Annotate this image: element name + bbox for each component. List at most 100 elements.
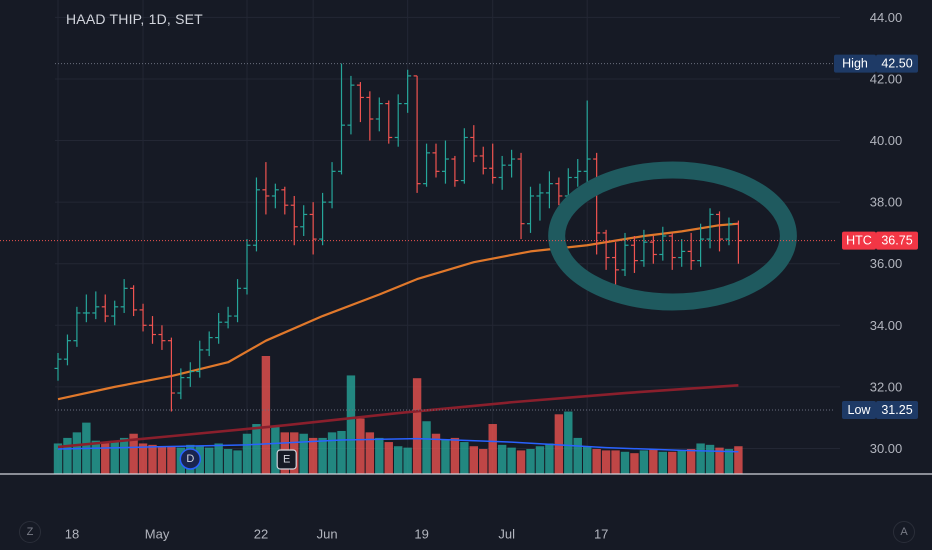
high-badge-value-bg [876,54,918,73]
volume-bar [214,443,223,474]
ohlc-bar [545,171,553,209]
ohlc-bar [470,125,478,163]
ohlc-bar [234,279,242,323]
volume-bar [431,433,441,474]
auto-zoom-button[interactable]: Z [19,521,41,543]
volume-bar [119,437,129,474]
ohlc-bar [423,143,431,187]
volume-bar [356,418,365,474]
ohlc-bar [120,279,128,313]
event-markers[interactable]: D E [179,448,297,470]
ohlc-bar [555,177,563,206]
ohlc-bar [706,208,714,249]
volume-bar [394,446,403,474]
ohlc-bar [517,152,525,240]
htc-badge-value-bg [876,231,918,250]
ohlc-bar [300,205,308,236]
ohlc-bar [281,186,289,215]
volume-bar [724,449,734,474]
volume-bar [167,446,176,474]
time-axis[interactable]: 18 May 22 Jun 19 Jul 17 [65,527,609,542]
volume-bar [72,432,82,474]
price-tick-label: 44.00 [870,10,903,25]
ohlc-bar [489,143,497,184]
ohlc-bar [158,325,166,350]
volume-bar [734,446,743,474]
earnings-marker-box[interactable] [276,449,297,470]
ohlc-bar [215,312,223,344]
volume-bar [271,426,280,474]
ohlc-bar [139,303,147,332]
low-badge-value: 31.25 [881,403,912,417]
moving-average-slow-line [57,384,739,449]
ohlc-bar [375,97,383,132]
volume-bar [564,411,573,474]
low-badge-value-bg [876,400,918,419]
volume-bar [620,451,630,474]
volume-bar [205,447,214,474]
ohlc-bar [640,229,648,267]
ohlc-bar [630,236,638,273]
volume-bar [686,449,696,474]
ohlc-bar [73,306,81,347]
ohlc-bar [366,91,374,141]
ohlc-bar [621,232,629,277]
ohlc-bar [63,334,71,366]
ohlc-bar [186,362,194,387]
volume-bar [242,433,252,474]
chart-grid [55,0,840,474]
price-tick-label: 38.00 [870,195,903,210]
low-badge-label: Low [848,403,872,417]
ohlc-bar [338,63,345,175]
ohlc-bar [460,128,468,184]
ohlc-bar [196,340,204,378]
volume-bar [403,447,412,474]
price-tick-label: 34.00 [870,318,903,333]
earnings-marker-label: E [283,454,290,466]
high-badge-label: High [842,57,868,71]
volume-bar [526,449,535,474]
dividend-marker-circle[interactable] [179,448,202,470]
volume-moving-average-line [57,437,739,453]
volume-bar [129,433,138,474]
reference-lines [0,63,835,411]
volume-bar [157,446,167,474]
annotation-layer [548,161,797,311]
volume-bar [488,424,497,474]
ohlc-bar [678,239,686,267]
ohlc-bar [498,155,506,190]
ohlc-bar [82,294,90,323]
auto-scale-button[interactable]: A [893,521,915,543]
low-badge: Low 31.25 [842,400,918,419]
volume-bar [705,444,715,474]
volume-bar [516,450,526,474]
ohlc-bar [262,162,270,215]
volume-bar [91,440,100,474]
ohlc-bar [536,183,544,221]
volume-bar [497,444,507,474]
low-badge-label-bg [842,400,876,419]
ohlc-bar [101,294,109,323]
volume-bar [630,453,639,474]
ohlc-bar [92,291,100,320]
ohlc-bar [111,300,119,326]
time-tick-label: Jul [498,527,515,542]
time-tick-label: 18 [65,527,79,542]
ohlc-bar [583,100,591,184]
ohlc-bar [394,94,402,147]
volume-bar [148,444,157,474]
ohlc-bar [479,146,487,175]
price-tick-label: 30.00 [870,441,903,456]
ohlc-bar [319,192,327,246]
volume-bar [469,446,478,474]
high-badge-label-bg [834,54,876,73]
price-axis[interactable]: 44.00 42.00 40.00 38.00 36.00 34.00 32.00 30.00 [870,10,903,456]
volume-bar [346,375,356,474]
ohlc-bar [593,152,601,255]
volume-bar [223,449,233,474]
price-tick-label: 42.00 [870,71,903,86]
ohlc-bar [205,331,213,357]
ohlc-bar [167,337,175,412]
ohlc-bar [413,75,421,193]
